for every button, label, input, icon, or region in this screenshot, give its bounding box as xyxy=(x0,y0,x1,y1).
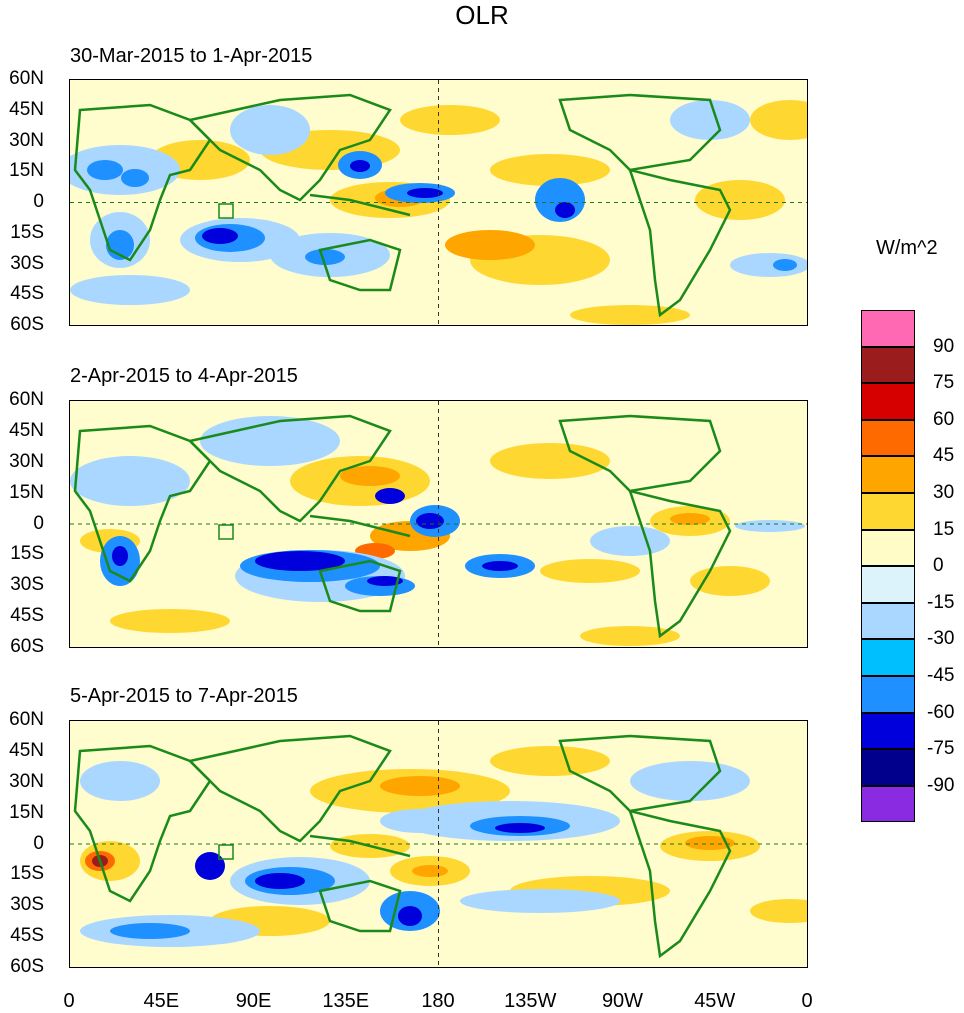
lat-tick-label: 45S xyxy=(10,925,44,947)
lat-tick-label: 15N xyxy=(9,801,44,823)
panel-2-map xyxy=(69,400,808,648)
lat-tick-label: 60S xyxy=(10,314,44,335)
panel-3-title: 5-Apr-2015 to 7-Apr-2015 xyxy=(70,685,298,707)
colorbar-level-label: -90 xyxy=(927,774,955,796)
colorbar-swatch xyxy=(861,749,915,786)
panel-1-map xyxy=(69,79,808,326)
lat-tick-label: 30S xyxy=(10,252,44,274)
panel-3-map xyxy=(69,720,808,968)
lat-tick-label: 15N xyxy=(9,481,44,503)
colorbar-level-label: 15 xyxy=(933,518,955,540)
lat-tick-label: 45N xyxy=(9,419,44,441)
lon-tick-label: 45W xyxy=(694,990,736,1012)
chart-title: OLR xyxy=(455,0,509,30)
colorbar-swatch xyxy=(861,310,915,347)
colorbar-units: W/m^2 xyxy=(876,237,938,259)
colorbar-level-label: 75 xyxy=(933,372,955,394)
colorbar-swatch xyxy=(861,639,915,676)
lat-tick-label: 30S xyxy=(10,574,44,596)
lat-tick-label: 30N xyxy=(9,450,44,472)
colorbar-level-label: -45 xyxy=(927,665,955,686)
colorbar-level-label: 45 xyxy=(933,445,955,467)
panel-1-title: 30-Mar-2015 to 1-Apr-2015 xyxy=(70,45,313,67)
colorbar-level-label: -75 xyxy=(927,738,955,760)
lat-tick-label: 15S xyxy=(10,543,44,565)
colorbar-swatch xyxy=(861,383,915,420)
colorbar-swatch xyxy=(861,529,915,567)
lat-tick-label: 45N xyxy=(9,739,44,761)
lat-tick-label: 30S xyxy=(10,894,44,916)
lat-tick-label: 60N xyxy=(9,389,44,410)
lon-tick-label: 45E xyxy=(143,990,180,1012)
lon-tick-label: 135W xyxy=(504,990,557,1012)
lat-tick-label: 60N xyxy=(9,709,44,730)
panel-2-title: 2-Apr-2015 to 4-Apr-2015 xyxy=(70,365,298,387)
lat-tick-label: 15N xyxy=(9,160,44,182)
lon-tick-label: 90E xyxy=(235,990,272,1012)
colorbar-level-label: -30 xyxy=(927,628,955,650)
colorbar-swatch xyxy=(861,676,915,713)
colorbar-level-label: 60 xyxy=(933,408,955,430)
colorbar-swatch xyxy=(861,785,915,823)
lat-tick-label: 45S xyxy=(10,605,44,627)
lon-tick-label: 90W xyxy=(601,990,644,1012)
colorbar-level-label: 90 xyxy=(933,335,955,357)
colorbar-level-label: -60 xyxy=(927,701,955,723)
lat-tick-label: 30N xyxy=(9,129,44,151)
lon-tick-label: 0 xyxy=(801,990,813,1012)
lat-tick-label: 0 xyxy=(33,832,44,854)
lon-tick-label: 0 xyxy=(63,990,75,1012)
colorbar-level-label: 0 xyxy=(933,555,944,577)
lon-tick-label: 135E xyxy=(322,990,370,1012)
colorbar-swatch xyxy=(861,712,915,750)
lat-tick-label: 60S xyxy=(10,956,44,977)
lat-tick-label: 60N xyxy=(9,68,44,89)
colorbar-swatch xyxy=(861,602,915,640)
colorbar-swatch xyxy=(861,456,915,493)
colorbar-level-label: 30 xyxy=(933,482,955,503)
lat-tick-label: 30N xyxy=(9,770,44,792)
lat-tick-label: 15S xyxy=(10,221,44,243)
lat-tick-label: 0 xyxy=(33,191,44,212)
colorbar-swatch xyxy=(861,346,915,384)
lat-tick-label: 45N xyxy=(9,98,44,120)
lat-tick-label: 60S xyxy=(10,636,44,657)
colorbar-swatch xyxy=(861,419,915,457)
lat-tick-label: 45S xyxy=(10,283,44,305)
colorbar-swatch xyxy=(861,493,915,530)
colorbar-level-label: -15 xyxy=(927,591,955,613)
colorbar-swatch xyxy=(861,566,915,603)
lat-tick-label: 0 xyxy=(33,512,44,534)
lon-tick-label: 180 xyxy=(421,990,455,1012)
lat-tick-label: 15S xyxy=(10,863,44,885)
